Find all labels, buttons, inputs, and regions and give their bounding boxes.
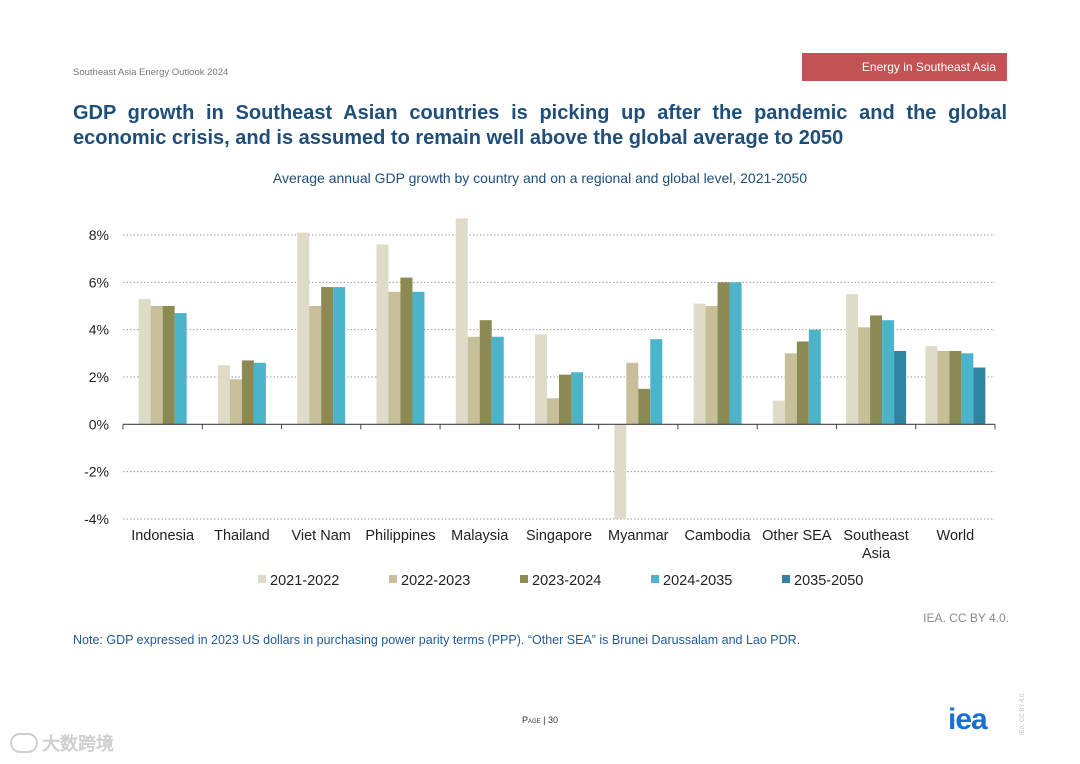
category-label: Philippines xyxy=(365,528,435,544)
y-tick-label: 4% xyxy=(89,322,109,338)
y-tick-label: 0% xyxy=(89,416,109,432)
bar-20212022 xyxy=(217,365,230,425)
bar-20212022 xyxy=(376,244,389,425)
bar-20222023 xyxy=(467,336,480,425)
bar-20242035 xyxy=(729,282,742,425)
bar-20242035 xyxy=(333,287,346,425)
bar-20232024 xyxy=(717,282,730,425)
category-label: World xyxy=(937,528,975,544)
bar-20232024 xyxy=(321,287,334,425)
category-label: Viet Nam xyxy=(291,528,350,544)
bar-20222023 xyxy=(626,362,639,425)
chart-note: Note: GDP expressed in 2023 US dollars i… xyxy=(73,633,801,647)
bar-20232024 xyxy=(400,277,413,425)
bar-20352050 xyxy=(894,350,907,425)
category-label: Other SEA xyxy=(762,528,832,544)
page-number-value: | 30 xyxy=(543,715,559,725)
bar-20232024 xyxy=(479,320,492,425)
legend-label: 2024-2035 xyxy=(663,573,732,589)
legend-swatch xyxy=(389,575,397,583)
bar-20242035 xyxy=(412,291,425,425)
bar-20242035 xyxy=(650,339,663,425)
legend-label: 2023-2024 xyxy=(532,573,601,589)
iea-logo: iea xyxy=(948,703,988,736)
bar-20212022 xyxy=(693,303,706,425)
bar-20222023 xyxy=(937,350,950,425)
category-label: Asia xyxy=(862,546,891,562)
category-label: Myanmar xyxy=(608,528,669,544)
bar-20232024 xyxy=(559,374,571,425)
bar-20222023 xyxy=(705,306,718,425)
bar-20242035 xyxy=(808,329,821,425)
bar-20212022 xyxy=(455,218,468,425)
bar-20212022 xyxy=(297,232,310,425)
category-label: Thailand xyxy=(214,528,270,544)
bar-20212022 xyxy=(846,294,859,425)
bar-20212022 xyxy=(138,298,151,425)
legend-label: 2021-2022 xyxy=(270,573,339,589)
bar-20242035 xyxy=(174,313,187,425)
bar-20222023 xyxy=(858,327,871,425)
bar-20242035 xyxy=(253,362,266,425)
chart-title: Average annual GDP growth by country and… xyxy=(272,170,808,186)
legend-label: 2035-2050 xyxy=(794,573,863,589)
page-word: Page xyxy=(521,715,541,725)
bar-20242035 xyxy=(961,353,974,425)
watermark: 大数跨境 xyxy=(10,730,114,756)
bar-20232024 xyxy=(241,360,254,425)
bar-20232024 xyxy=(870,315,883,425)
bar-20222023 xyxy=(388,291,401,425)
category-label: Southeast xyxy=(843,528,908,544)
bar-20242035 xyxy=(882,320,895,425)
bar-20242035 xyxy=(491,336,504,425)
category-label: Malaysia xyxy=(451,528,509,544)
watermark-icon xyxy=(10,733,38,753)
bar-20212022 xyxy=(925,346,938,425)
legend-swatch xyxy=(651,575,659,583)
section-tag: Energy in Southeast Asia xyxy=(802,53,1007,81)
legend-label: 2022-2023 xyxy=(401,573,470,589)
bar-20212022 xyxy=(772,400,785,425)
bar-20222023 xyxy=(309,306,322,425)
bar-20232024 xyxy=(638,388,651,425)
bar-20222023 xyxy=(150,306,163,425)
bar-20212022 xyxy=(614,424,627,519)
bar-20232024 xyxy=(796,341,809,425)
y-tick-label: -2% xyxy=(84,464,109,480)
report-label: Southeast Asia Energy Outlook 2024 xyxy=(73,67,229,78)
watermark-text: 大数跨境 xyxy=(42,734,114,754)
bar-20232024 xyxy=(162,306,175,425)
page-number: Page | 30 xyxy=(0,715,1080,725)
gdp-growth-chart: 8% 6% 4% 2% 0% -2% -4% Indonesia Thailand Viet Na… xyxy=(84,218,996,589)
category-label: Cambodia xyxy=(684,528,751,544)
legend-swatch xyxy=(782,575,790,583)
bar-20212022 xyxy=(535,334,547,425)
category-label: Indonesia xyxy=(131,528,195,544)
bar-20242035 xyxy=(571,372,583,425)
page-headline: GDP growth in Southeast Asian countries … xyxy=(73,102,1007,149)
legend-swatch xyxy=(520,575,528,583)
chart-credit: IEA. CC BY 4.0. xyxy=(923,611,1009,625)
bar-20222023 xyxy=(547,398,559,425)
y-tick-label: -4% xyxy=(84,511,109,527)
bar-20222023 xyxy=(784,353,797,425)
y-tick-label: 2% xyxy=(89,369,109,385)
side-license-text: IEA. CC BY 4.0. xyxy=(1020,692,1026,735)
bar-20352050 xyxy=(973,367,986,425)
bar-20222023 xyxy=(229,379,242,425)
y-tick-label: 8% xyxy=(89,227,109,243)
bar-20232024 xyxy=(949,350,962,425)
legend-swatch xyxy=(258,575,266,583)
category-label: Singapore xyxy=(526,528,592,544)
y-tick-label: 6% xyxy=(89,274,109,290)
